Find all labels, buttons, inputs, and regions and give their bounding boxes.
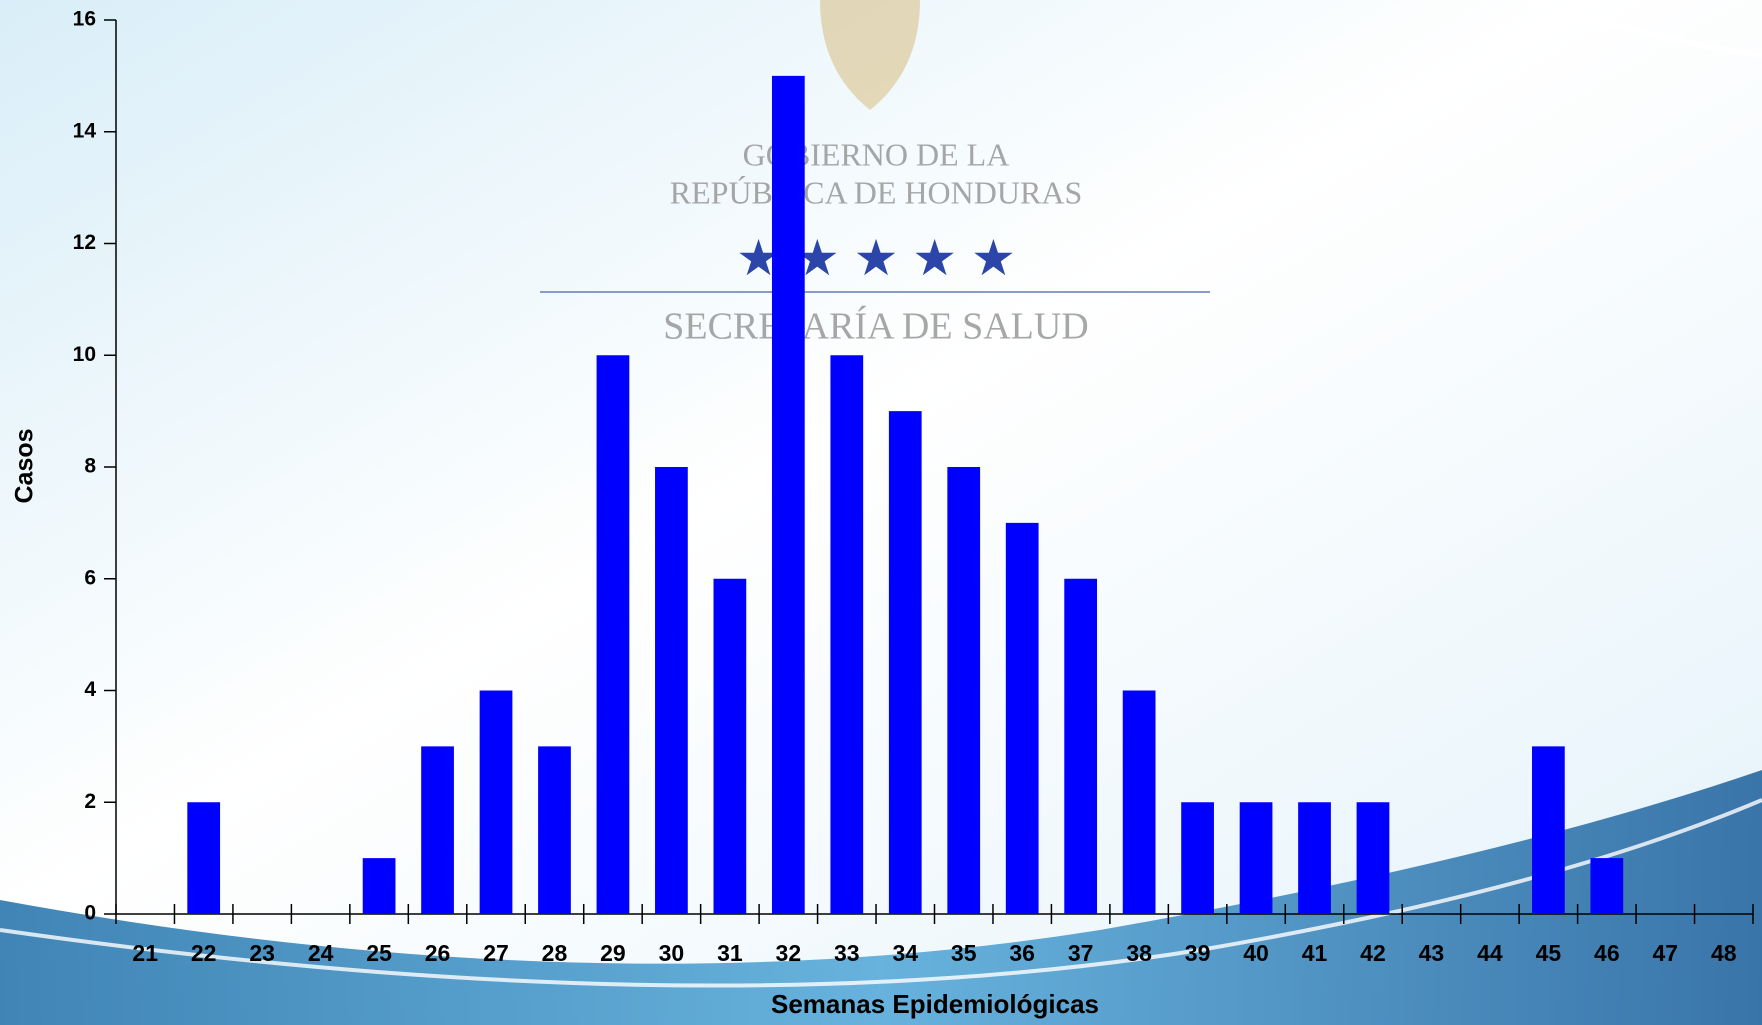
- x-tick-label: 35: [951, 940, 977, 966]
- y-tick-label: 8: [84, 455, 96, 478]
- bar: [1356, 802, 1390, 914]
- x-tick-label: 41: [1302, 940, 1328, 966]
- swoosh-line: [0, 798, 1762, 988]
- bar: [1532, 746, 1565, 914]
- x-tick-label: 37: [1068, 940, 1094, 966]
- bar: [362, 858, 396, 914]
- bar: [1239, 802, 1273, 914]
- x-tick-label: 27: [483, 940, 509, 966]
- bar: [538, 746, 571, 914]
- x-tick-label: 32: [776, 940, 802, 966]
- bar: [830, 355, 864, 914]
- bar: [479, 690, 513, 914]
- bar: [1064, 578, 1098, 914]
- bar: [1298, 802, 1331, 914]
- bar: [655, 467, 688, 914]
- emblem: [820, 0, 920, 110]
- x-tick-label: 33: [834, 940, 860, 966]
- x-tick-label: 46: [1594, 940, 1620, 966]
- y-tick-label: 4: [84, 678, 96, 701]
- watermark-line: SECRETARÍA DE SALUD: [663, 306, 1089, 348]
- x-tick-label: 28: [542, 940, 568, 966]
- bar: [187, 802, 221, 914]
- x-tick-label: 22: [191, 940, 217, 966]
- y-tick-label: 10: [73, 343, 96, 366]
- watermark-line: REPÚBLICA DE HONDURAS: [670, 174, 1082, 210]
- x-tick-label: 29: [600, 940, 626, 966]
- bar: [771, 75, 805, 914]
- x-tick-label: 43: [1419, 940, 1445, 966]
- x-tick-label: 26: [425, 940, 451, 966]
- bar: [1122, 690, 1156, 914]
- x-axis-title: Semanas Epidemiológicas: [771, 989, 1099, 1019]
- x-tick-label: 38: [1126, 940, 1152, 966]
- x-tick-label: 42: [1360, 940, 1386, 966]
- x-tick-label: 45: [1536, 940, 1562, 966]
- bar: [888, 411, 922, 914]
- x-tick-label: 24: [308, 940, 334, 966]
- x-tick-label: 25: [366, 940, 392, 966]
- swoosh: [0, 770, 1762, 1025]
- x-tick-label: 36: [1009, 940, 1035, 966]
- bar: [947, 467, 981, 914]
- y-tick-label: 16: [73, 8, 96, 31]
- x-tick-label: 48: [1711, 940, 1737, 966]
- bar: [596, 355, 630, 914]
- x-tick-label: 31: [717, 940, 743, 966]
- x-tick-label: 39: [1185, 940, 1211, 966]
- y-tick-label: 0: [84, 902, 96, 925]
- bar: [713, 578, 747, 914]
- bar: [1005, 522, 1039, 914]
- x-tick-label: 23: [249, 940, 275, 966]
- bar: [1181, 802, 1214, 914]
- bar: [421, 746, 454, 914]
- x-tick-label: 21: [132, 940, 158, 966]
- corner-line: [1529, 0, 1762, 58]
- y-tick-label: 2: [84, 790, 96, 813]
- x-tick-label: 47: [1653, 940, 1679, 966]
- y-tick-label: 6: [84, 566, 96, 589]
- y-tick-label: 14: [73, 119, 97, 142]
- y-tick-label: 12: [73, 231, 96, 254]
- bar: [1590, 858, 1624, 914]
- x-tick-label: 34: [892, 940, 918, 966]
- x-tick-label: 44: [1477, 940, 1503, 966]
- x-tick-label: 40: [1243, 940, 1269, 966]
- x-tick-label: 30: [659, 940, 685, 966]
- y-axis-title: Casos: [11, 428, 39, 503]
